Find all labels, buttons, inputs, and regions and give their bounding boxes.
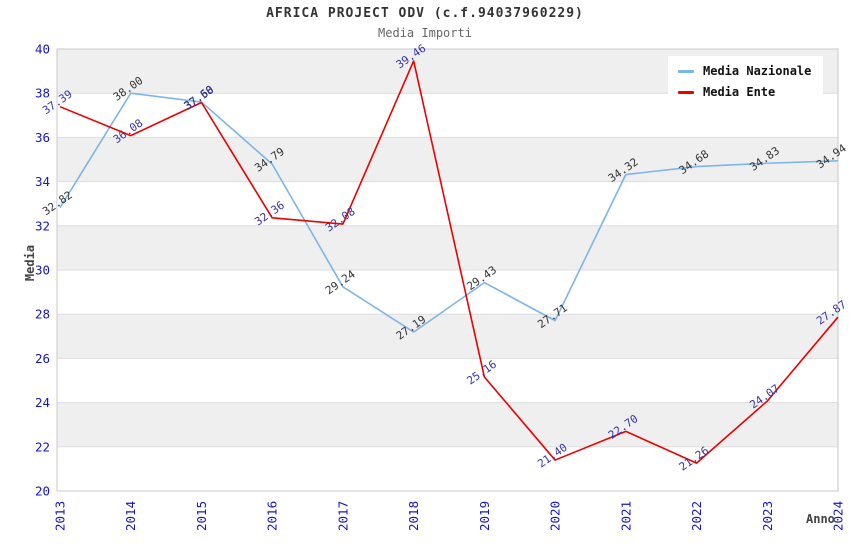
y-tick-label: 32 <box>35 218 50 233</box>
legend-item-media-ente: Media Ente <box>678 85 811 99</box>
y-tick-label: 28 <box>35 307 50 322</box>
x-tick-label: 2020 <box>548 501 563 531</box>
x-tick-label: 2015 <box>194 501 209 531</box>
x-tick-label: 2013 <box>53 501 68 531</box>
x-tick-label: 2023 <box>760 501 775 531</box>
y-tick-label: 40 <box>35 42 50 57</box>
series-line-media-nazionale <box>59 92 839 333</box>
x-tick-label: 2019 <box>477 501 492 531</box>
y-tick-label: 22 <box>35 439 50 454</box>
grid-band <box>57 314 838 359</box>
legend-label: Media Ente <box>703 85 776 99</box>
point-label: 32.36 <box>252 199 287 229</box>
legend: Media Nazionale Media Ente <box>668 56 824 107</box>
point-label: 21.26 <box>677 444 712 474</box>
y-tick-label: 30 <box>35 263 50 278</box>
x-tick-label: 2022 <box>689 501 704 531</box>
legend-line-swatch-icon <box>678 90 694 94</box>
chart-subtitle: Media Importi <box>378 26 472 40</box>
y-tick-label: 24 <box>35 395 50 410</box>
y-tick-label: 36 <box>35 130 50 145</box>
x-tick-label: 2018 <box>406 501 421 531</box>
grid-band <box>57 402 838 447</box>
grid-band <box>57 137 838 182</box>
y-axis-title: Media <box>23 244 37 282</box>
series-line-media-ente <box>59 60 839 464</box>
x-tick-label: 2016 <box>265 501 280 531</box>
chart-title: AFRICA PROJECT ODV (c.f.94037960229) <box>266 6 584 21</box>
x-tick-label: 2014 <box>123 501 138 531</box>
legend-line-swatch-icon <box>678 69 694 73</box>
grid-band <box>57 225 838 270</box>
legend-label: Media Nazionale <box>703 64 812 78</box>
y-tick-label: 34 <box>35 174 50 189</box>
x-tick-label: 2017 <box>335 501 350 531</box>
y-tick-label: 38 <box>35 86 50 101</box>
x-axis-title: Anno <box>806 512 835 526</box>
x-tick-label: 2021 <box>618 501 633 531</box>
x-tick-label: 2024 <box>831 501 846 531</box>
plot-border <box>56 48 839 492</box>
y-tick-label: 26 <box>35 351 50 366</box>
legend-item-media-nazionale: Media Nazionale <box>678 64 811 78</box>
y-tick-label: 20 <box>35 484 50 499</box>
